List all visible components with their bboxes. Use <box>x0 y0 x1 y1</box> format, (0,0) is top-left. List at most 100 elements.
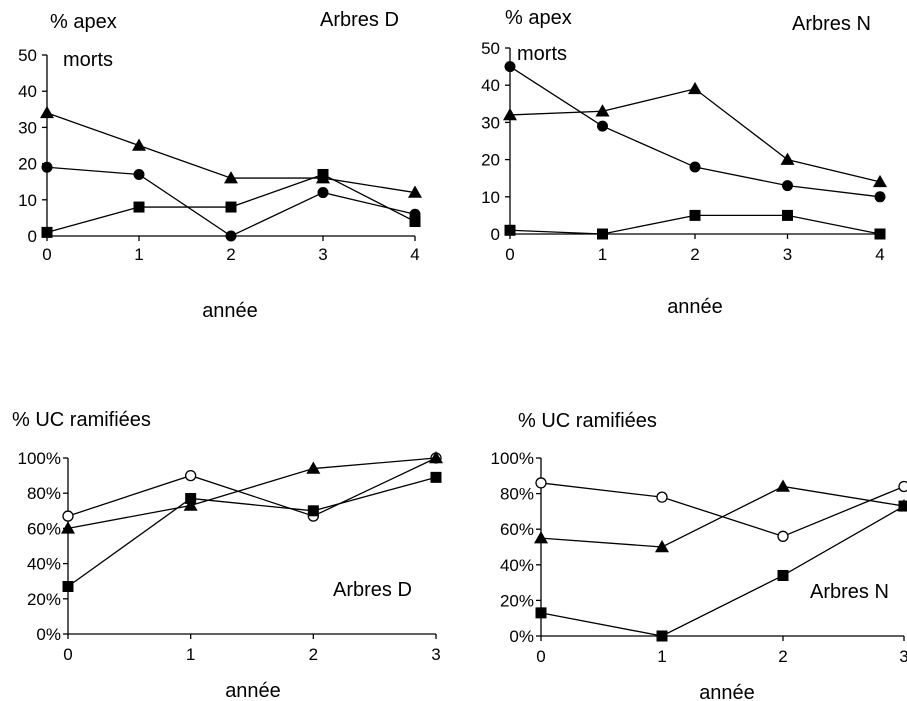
data-point-square <box>597 228 608 240</box>
data-point-circle-open <box>656 491 668 503</box>
x-tick-label: 2 <box>226 245 235 264</box>
data-point-circle-filled <box>782 180 793 192</box>
y-tick-label: 60% <box>500 520 534 539</box>
data-point-triangle <box>873 174 887 188</box>
data-point-square <box>317 168 329 180</box>
y-tick-label: 50 <box>18 46 37 65</box>
chart-panel-bottom-left: 0% 20% 40% 60% 80% 100% 0 1 2 3 Arbres D % UC ramif… <box>12 409 443 701</box>
y-tick-label: 40% <box>27 555 61 574</box>
y-tick-label: 0% <box>509 627 534 646</box>
chart-title: Arbres D <box>333 579 412 601</box>
data-point-triangle <box>183 498 198 511</box>
data-point-triangle <box>534 531 548 544</box>
data-point-circle-filled <box>597 120 608 132</box>
data-point-circle-open <box>185 469 197 482</box>
data-point-circle-filled <box>317 187 329 199</box>
x-tick-label: 0 <box>42 245 51 264</box>
y-tick-label: 0% <box>36 625 61 644</box>
chart-title: Arbres N <box>810 581 889 603</box>
x-tick-label: 0 <box>536 647 545 666</box>
data-point-triangle <box>776 479 790 492</box>
data-point-square <box>185 492 197 504</box>
x-tick-label: 2 <box>690 245 699 264</box>
data-point-square <box>777 569 789 581</box>
data-point-square <box>62 580 74 592</box>
data-point-triangle <box>224 171 238 184</box>
data-point-circle-filled <box>504 61 516 73</box>
data-point-triangle <box>306 461 321 474</box>
x-tick-label: 2 <box>778 647 787 666</box>
data-point-triangle <box>780 152 795 165</box>
x-axis-label: année <box>667 296 723 318</box>
x-tick-label: 3 <box>783 245 792 264</box>
data-point-triangle <box>132 138 146 151</box>
data-point-circle-filled <box>133 168 145 180</box>
series-line-circle-open <box>540 482 905 538</box>
y-tick-label: 80% <box>27 484 61 503</box>
y-tick-label: 40 <box>481 76 500 95</box>
y-tick-label: 20 <box>18 155 37 174</box>
y-tick-label: 40% <box>500 556 534 575</box>
x-tick-label: 3 <box>318 245 327 264</box>
data-point-square <box>225 201 237 213</box>
y-tick-label: 40 <box>18 82 37 101</box>
data-point-triangle <box>688 81 702 95</box>
x-axis-label: année <box>202 300 258 322</box>
series-line-square <box>540 505 905 637</box>
x-tick-label: 3 <box>899 647 907 666</box>
y-axis-label: morts <box>63 49 113 71</box>
y-tick-label: 80% <box>500 485 534 504</box>
data-point-square <box>41 226 53 238</box>
y-tick-label: 10 <box>481 188 500 207</box>
y-axis-label: morts <box>517 43 567 65</box>
data-point-square <box>535 607 547 619</box>
x-tick-label: 0 <box>63 645 72 664</box>
x-tick-label: 1 <box>657 647 666 666</box>
data-point-circle-open <box>535 477 547 489</box>
y-tick-label: 60% <box>27 519 61 538</box>
x-tick-label: 3 <box>431 645 440 664</box>
data-point-square <box>656 630 668 642</box>
y-axis-label: % UC ramifiées <box>518 410 657 432</box>
y-tick-label: 30 <box>18 118 37 137</box>
y-tick-label: 30 <box>481 113 500 132</box>
y-tick-label: 20 <box>481 151 500 170</box>
data-point-circle-open <box>777 530 789 542</box>
x-tick-label: 0 <box>505 245 514 264</box>
data-point-square <box>504 224 516 236</box>
data-point-triangle <box>429 451 443 464</box>
chart-panel-top-left: 0 10 20 30 40 50 0 1 2 3 4 Arbres D % apex morts année <box>18 9 422 322</box>
data-point-square <box>874 228 886 240</box>
data-point-square <box>409 216 421 228</box>
series-line-triangle <box>67 457 437 530</box>
data-point-circle-open <box>898 480 907 493</box>
x-axis-label: année <box>699 682 755 701</box>
data-point-square <box>782 209 793 221</box>
data-point-triangle <box>503 107 517 121</box>
series-line-square <box>67 476 437 588</box>
y-tick-label: 0 <box>28 227 37 246</box>
x-axis-label: année <box>225 680 281 701</box>
series-line-circle-open <box>67 457 437 517</box>
y-axis-label: % apex <box>505 7 572 29</box>
y-tick-label: 10 <box>18 191 37 210</box>
data-point-circle-filled <box>225 230 237 242</box>
chart-title: Arbres N <box>792 13 871 35</box>
data-point-square <box>898 500 907 512</box>
x-tick-label: 1 <box>186 645 195 664</box>
y-tick-label: 0 <box>491 225 500 244</box>
chart-panel-top-right: 0 10 20 30 40 50 0 1 2 3 4 Arbres N % apex morts année <box>481 7 887 318</box>
x-tick-label: 1 <box>598 245 607 264</box>
data-point-square <box>307 505 319 517</box>
x-tick-label: 4 <box>410 245 419 264</box>
data-point-square <box>689 209 701 221</box>
data-point-circle-filled <box>874 191 886 203</box>
data-point-circle-filled <box>41 161 53 173</box>
x-tick-label: 1 <box>134 245 143 264</box>
x-tick-label: 4 <box>875 245 884 264</box>
chart-title: Arbres D <box>320 9 399 31</box>
y-axis-label: % UC ramifiées <box>12 409 151 431</box>
data-point-triangle <box>40 105 54 119</box>
data-point-square <box>430 471 442 483</box>
